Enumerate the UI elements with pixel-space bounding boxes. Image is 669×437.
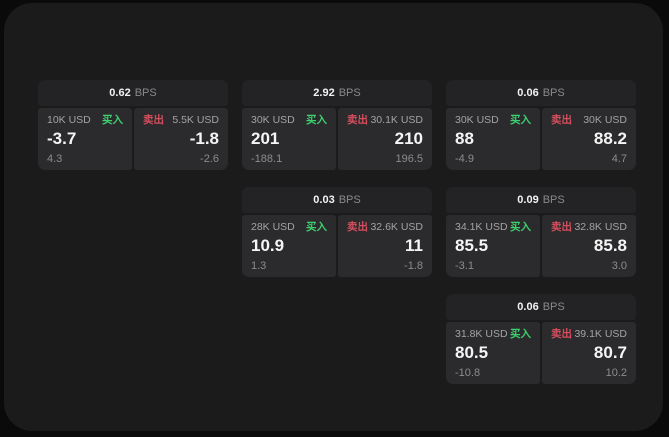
sell-sub-value: 4.7: [611, 153, 627, 165]
bps-unit-label: BPS: [134, 87, 157, 99]
bps-value: 0.62: [109, 87, 131, 99]
bps-value: 0.06: [517, 87, 539, 99]
sell-price: 85.8: [593, 236, 627, 255]
buy-tile[interactable]: 28K USD 买入 10.9 1.3: [242, 215, 336, 277]
quote-card[interactable]: 2.92 BPS 30K USD 买入 201 -188.1: [242, 80, 432, 170]
buy-tile[interactable]: 34.1K USD 买入 85.5 -3.1: [446, 215, 540, 277]
bps-value: 0.09: [517, 194, 539, 206]
sell-size: 5.5K USD: [172, 114, 219, 126]
buy-sub-value: -3.1: [455, 260, 474, 272]
buy-sub-value: -10.8: [455, 367, 481, 379]
sell-size: 32.8K USD: [574, 221, 627, 233]
sell-size: 30.1K USD: [370, 114, 423, 126]
quote-card[interactable]: 0.03 BPS 28K USD 买入 10.9 1.3: [242, 187, 432, 277]
card-column-3: 0.06 BPS 30K USD 买入 88 -4.9: [446, 80, 636, 384]
buy-size: 10K USD: [47, 114, 91, 126]
quote-card[interactable]: 0.06 BPS 31.8K USD 买入 80.5 -10.8: [446, 294, 636, 384]
sell-tile[interactable]: 卖出 30.1K USD 210 196.5: [338, 108, 432, 170]
buy-label: 买入: [102, 114, 123, 126]
sell-size: 39.1K USD: [574, 328, 627, 340]
main-panel: 0.62 BPS 10K USD 买入 -3.7 4.3: [4, 3, 663, 431]
buy-tile[interactable]: 31.8K USD 买入 80.5 -10.8: [446, 322, 540, 384]
buy-size: 30K USD: [455, 114, 499, 126]
sell-label: 卖出: [551, 114, 572, 126]
sell-size: 32.6K USD: [370, 221, 423, 233]
sell-sub-value: 3.0: [611, 260, 627, 272]
buy-label: 买入: [510, 328, 531, 340]
sell-size: 30K USD: [583, 114, 627, 126]
quote-card-grid: 0.62 BPS 10K USD 买入 -3.7 4.3: [38, 80, 636, 384]
card-column-1: 0.62 BPS 10K USD 买入 -3.7 4.3: [38, 80, 228, 384]
bps-header: 0.62 BPS: [38, 80, 228, 106]
bps-unit-label: BPS: [338, 194, 361, 206]
bps-value: 2.92: [313, 87, 335, 99]
sell-price: -1.8: [189, 129, 219, 148]
quote-card[interactable]: 0.62 BPS 10K USD 买入 -3.7 4.3: [38, 80, 228, 170]
bps-unit-label: BPS: [542, 87, 565, 99]
buy-size: 28K USD: [251, 221, 295, 233]
sell-label: 卖出: [143, 114, 164, 126]
sell-sub-value: -2.6: [200, 153, 219, 165]
buy-tile[interactable]: 10K USD 买入 -3.7 4.3: [38, 108, 132, 170]
sell-tile[interactable]: 卖出 32.8K USD 85.8 3.0: [542, 215, 636, 277]
sell-tile[interactable]: 卖出 5.5K USD -1.8 -2.6: [134, 108, 228, 170]
buy-label: 买入: [306, 114, 327, 126]
buy-label: 买入: [306, 221, 327, 233]
sell-price: 210: [394, 129, 423, 148]
bps-unit-label: BPS: [338, 87, 361, 99]
buy-size: 31.8K USD: [455, 328, 508, 340]
quote-card[interactable]: 0.09 BPS 34.1K USD 买入 85.5 -3.1: [446, 187, 636, 277]
bps-header: 0.06 BPS: [446, 80, 636, 106]
buy-sub-value: 1.3: [251, 260, 267, 272]
bps-header: 2.92 BPS: [242, 80, 432, 106]
sell-tile[interactable]: 卖出 30K USD 88.2 4.7: [542, 108, 636, 170]
sell-price: 88.2: [593, 129, 627, 148]
sell-label: 卖出: [347, 114, 368, 126]
buy-sub-value: -188.1: [251, 153, 283, 165]
bps-header: 0.09 BPS: [446, 187, 636, 213]
bps-unit-label: BPS: [542, 301, 565, 313]
sell-sub-value: -1.8: [404, 260, 423, 272]
bps-value: 0.03: [313, 194, 335, 206]
buy-price: 88: [455, 129, 474, 148]
buy-label: 买入: [510, 114, 531, 126]
sell-price: 11: [405, 236, 423, 255]
buy-sub-value: 4.3: [47, 153, 63, 165]
buy-size: 30K USD: [251, 114, 295, 126]
card-column-2: 2.92 BPS 30K USD 买入 201 -188.1: [242, 80, 432, 384]
sell-sub-value: 196.5: [395, 153, 423, 165]
bps-header: 0.03 BPS: [242, 187, 432, 213]
buy-price: 201: [251, 129, 280, 148]
sell-label: 卖出: [347, 221, 368, 233]
bps-unit-label: BPS: [542, 194, 565, 206]
sell-label: 卖出: [551, 221, 572, 233]
buy-price: -3.7: [47, 129, 77, 148]
bps-value: 0.06: [517, 301, 539, 313]
bps-header: 0.06 BPS: [446, 294, 636, 320]
buy-tile[interactable]: 30K USD 买入 88 -4.9: [446, 108, 540, 170]
sell-tile[interactable]: 卖出 39.1K USD 80.7 10.2: [542, 322, 636, 384]
buy-price: 85.5: [455, 236, 489, 255]
buy-label: 买入: [510, 221, 531, 233]
quote-card[interactable]: 0.06 BPS 30K USD 买入 88 -4.9: [446, 80, 636, 170]
buy-price: 10.9: [251, 236, 285, 255]
sell-label: 卖出: [551, 328, 572, 340]
buy-sub-value: -4.9: [455, 153, 474, 165]
sell-price: 80.7: [593, 343, 627, 362]
buy-price: 80.5: [455, 343, 489, 362]
sell-sub-value: 10.2: [605, 367, 627, 379]
buy-tile[interactable]: 30K USD 买入 201 -188.1: [242, 108, 336, 170]
sell-tile[interactable]: 卖出 32.6K USD 11 -1.8: [338, 215, 432, 277]
buy-size: 34.1K USD: [455, 221, 508, 233]
